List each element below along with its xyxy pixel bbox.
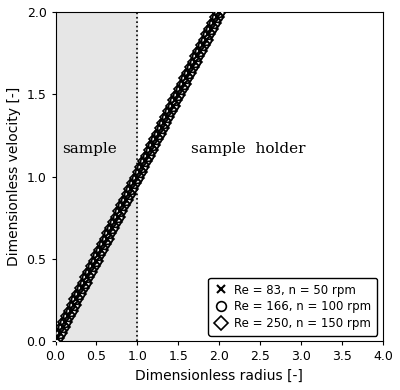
Re = 83, n = 50 rpm	[82, 280, 87, 285]
Re = 250, n = 150 rpm	[55, 336, 60, 340]
Y-axis label: Dimensionless velocity [-]: Dimensionless velocity [-]	[7, 87, 21, 266]
Line: Re = 250, n = 150 rpm: Re = 250, n = 150 rpm	[52, 7, 224, 343]
Re = 250, n = 150 rpm	[102, 242, 106, 246]
Re = 166, n = 100 rpm	[102, 242, 106, 246]
X-axis label: Dimensionless radius [-]: Dimensionless radius [-]	[135, 369, 303, 383]
Re = 83, n = 50 rpm	[156, 131, 161, 136]
Re = 250, n = 150 rpm	[156, 131, 161, 136]
Line: Re = 166, n = 100 rpm: Re = 166, n = 100 rpm	[52, 7, 224, 343]
Re = 166, n = 100 rpm	[156, 131, 161, 136]
Re = 166, n = 100 rpm	[217, 10, 222, 14]
Re = 250, n = 150 rpm	[82, 280, 87, 285]
Re = 250, n = 150 rpm	[96, 253, 101, 257]
Text: sample: sample	[62, 142, 117, 156]
Re = 250, n = 150 rpm	[107, 231, 112, 236]
Re = 83, n = 50 rpm	[102, 242, 106, 246]
Re = 166, n = 100 rpm	[82, 280, 87, 285]
Re = 83, n = 50 rpm	[110, 225, 114, 230]
Re = 83, n = 50 rpm	[217, 10, 222, 14]
Re = 250, n = 150 rpm	[217, 10, 222, 14]
Bar	[56, 12, 138, 342]
Re = 83, n = 50 rpm	[96, 253, 101, 257]
Legend: Re = 83, n = 50 rpm, Re = 166, n = 100 rpm, Re = 250, n = 150 rpm: Re = 83, n = 50 rpm, Re = 166, n = 100 r…	[208, 278, 377, 335]
Re = 166, n = 100 rpm	[110, 225, 114, 230]
Re = 166, n = 100 rpm	[107, 231, 112, 236]
Text: sample  holder: sample holder	[191, 142, 305, 156]
Re = 83, n = 50 rpm	[55, 336, 60, 340]
Re = 166, n = 100 rpm	[55, 336, 60, 340]
Re = 166, n = 100 rpm	[96, 253, 101, 257]
Re = 250, n = 150 rpm	[110, 225, 114, 230]
Line: Re = 83, n = 50 rpm: Re = 83, n = 50 rpm	[53, 8, 224, 342]
Re = 83, n = 50 rpm	[107, 231, 112, 236]
